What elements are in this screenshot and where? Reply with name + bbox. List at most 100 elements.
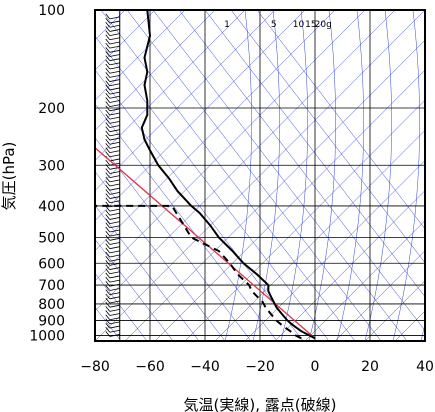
- wind-barb-flag: [105, 255, 111, 262]
- mixing-ratio-line: [224, 10, 252, 341]
- mixing-ratio-label: 1: [224, 20, 230, 30]
- wind-barb: [109, 304, 120, 308]
- wind-barb-flag: [105, 314, 111, 320]
- wind-barb: [109, 45, 120, 49]
- wind-barb: [109, 217, 120, 220]
- wind-barb: [109, 321, 120, 325]
- wind-barb: [109, 196, 120, 199]
- wind-barb: [109, 95, 120, 99]
- isotherm-line: [244, 160, 425, 341]
- series-lines: [95, 10, 316, 340]
- wind-barb-flag: [105, 247, 111, 254]
- wind-barb: [109, 288, 120, 291]
- wind-barb: [109, 329, 120, 333]
- adiabat-line: [95, 171, 226, 341]
- wind-barb: [109, 271, 120, 275]
- x-tick-label: −60: [135, 359, 165, 375]
- wind-barb-flag: [105, 326, 111, 333]
- wind-barb: [109, 254, 120, 258]
- wind-barb-flag: [105, 130, 111, 137]
- wind-barb: [109, 70, 120, 74]
- wind-barb-flag: [105, 22, 111, 28]
- wind-barb-flag: [105, 184, 111, 191]
- x-tick-label: −80: [80, 359, 110, 375]
- wind-barb: [109, 267, 120, 270]
- wind-barb: [109, 208, 120, 212]
- wind-barb-flag: [105, 260, 111, 266]
- wind-barb-flag: [105, 134, 111, 141]
- wind-barb-flag: [105, 13, 111, 20]
- wind-barb-flag: [105, 251, 111, 258]
- isotherm-line: [95, 10, 276, 191]
- wind-barb-flag: [105, 322, 111, 329]
- y-tick-label: 400: [38, 199, 65, 215]
- wind-barb-flag: [105, 113, 111, 120]
- wind-barb-flag: [105, 38, 111, 45]
- wind-barb-flag: [105, 17, 111, 24]
- wind-barb: [109, 200, 120, 204]
- plot-frame: [94, 9, 426, 342]
- wind-barb: [109, 229, 120, 233]
- wind-barb: [109, 154, 120, 158]
- wind-barb-flag: [105, 80, 111, 86]
- wind-barb-flag: [105, 331, 111, 337]
- isotherm-line: [95, 10, 186, 101]
- wind-barb: [109, 108, 120, 112]
- reference-line: [95, 147, 316, 339]
- wind-barb: [109, 221, 120, 225]
- adiabat-lines: [95, 10, 425, 341]
- wind-barb: [109, 137, 120, 141]
- adiabat-line: [152, 10, 408, 341]
- wind-barb-flag: [105, 26, 111, 32]
- wind-barb-flag: [105, 93, 111, 99]
- wind-barb: [109, 120, 120, 124]
- wind-barb-flag: [105, 193, 111, 199]
- adiabat-line: [95, 103, 278, 341]
- x-tick-label: −20: [245, 359, 275, 375]
- y-tick-label: 800: [38, 297, 65, 313]
- mixing-ratio-label: 15: [305, 20, 316, 30]
- wind-barb: [109, 66, 120, 70]
- wind-barb-flag: [105, 272, 111, 279]
- wind-barb: [109, 112, 120, 116]
- isotherm-line: [95, 10, 336, 252]
- wind-barb: [109, 279, 120, 283]
- wind-barb: [109, 242, 120, 245]
- wind-barb: [109, 133, 120, 137]
- wind-barb: [109, 212, 120, 216]
- wind-barb-flag: [105, 172, 111, 178]
- wind-barb-flag: [105, 289, 111, 295]
- wind-barb-flag: [105, 34, 111, 41]
- wind-barb-flag: [105, 276, 111, 283]
- dewpoint-line: [95, 204, 302, 340]
- wind-barb-flag: [105, 88, 111, 95]
- y-tick-label: 100: [38, 3, 65, 19]
- adiabat-line: [256, 10, 425, 230]
- wind-barb: [109, 283, 120, 287]
- wind-barb-flag: [105, 147, 111, 153]
- wind-barb-flag: [105, 214, 111, 220]
- wind-barb-flag: [105, 105, 111, 112]
- x-tick-label: 40: [416, 359, 434, 375]
- mixing-ratio-label: 20g: [315, 20, 332, 30]
- wind-barb: [109, 91, 120, 95]
- mixing-ratio-line: [364, 10, 392, 341]
- wind-barb: [109, 37, 120, 41]
- wind-barb-flag: [105, 268, 111, 275]
- wind-barb: [109, 74, 120, 78]
- mixing-ratio-line: [308, 10, 336, 341]
- adiabat-line: [204, 10, 425, 298]
- adiabat-line: [95, 272, 148, 341]
- wind-barb: [109, 246, 120, 250]
- wind-barb: [109, 24, 120, 28]
- wind-barb-flag: [105, 168, 111, 174]
- isotherm-line: [95, 10, 246, 161]
- wind-barb: [109, 263, 120, 266]
- isotherm-line: [95, 10, 366, 282]
- wind-barb-flag: [105, 297, 111, 304]
- wind-barb-flag: [105, 138, 111, 145]
- isotherm-line: [364, 280, 425, 341]
- wind-barb: [109, 296, 120, 300]
